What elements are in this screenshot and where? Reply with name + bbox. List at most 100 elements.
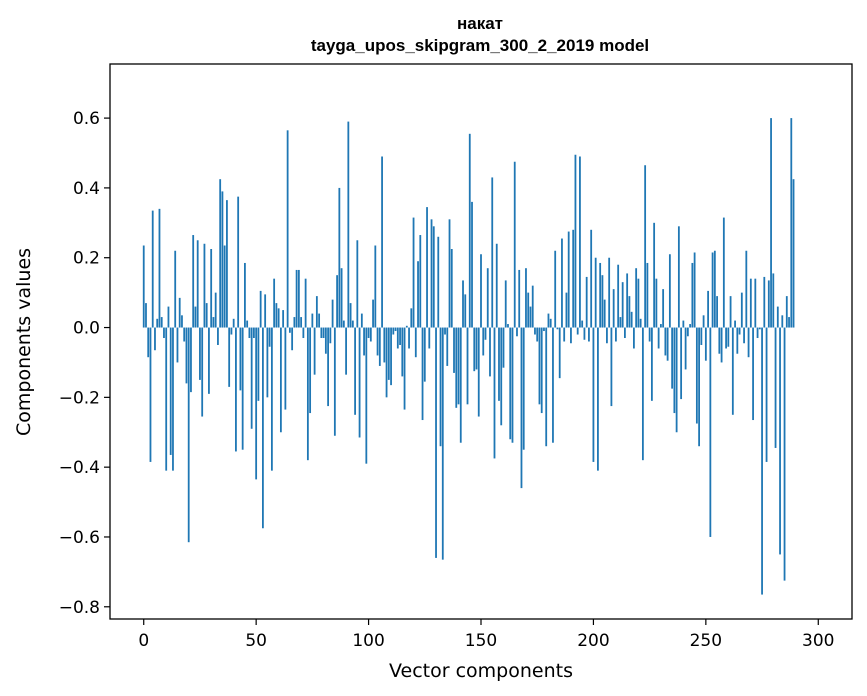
bar-257: [720, 327, 723, 363]
bar-265: [738, 327, 741, 335]
bar-155: [491, 177, 494, 328]
bar-31: [212, 317, 215, 328]
bar-99: [365, 327, 368, 464]
x-tick-label: 250: [690, 631, 722, 651]
bar-24: [196, 240, 199, 328]
bar-57: [270, 327, 273, 471]
x-tick-label: 100: [352, 631, 384, 651]
bar-17: [181, 315, 183, 328]
bar-111: [392, 327, 395, 335]
bar-95: [356, 240, 359, 328]
bar-50: [255, 327, 258, 480]
plot-frame: [109, 63, 853, 620]
x-tick-label: 0: [138, 631, 149, 651]
bar-16: [178, 297, 181, 328]
bar-270: [749, 278, 752, 328]
bar-269: [747, 327, 750, 358]
bar-87: [338, 187, 341, 328]
bar-232: [664, 327, 667, 356]
bar-271: [752, 327, 754, 421]
y-axis-label: Components values: [13, 248, 35, 436]
bar-195: [581, 320, 584, 328]
bar-211: [617, 264, 620, 328]
bar-58: [273, 278, 276, 328]
bar-121: [414, 327, 417, 358]
bar-226: [650, 327, 653, 401]
bar-22: [192, 235, 195, 328]
bar-185: [558, 327, 561, 379]
bar-248: [700, 327, 703, 345]
bar-280: [772, 273, 775, 328]
y-tick-label: −0.6: [59, 528, 100, 548]
bar-27: [203, 243, 206, 328]
bar-287: [788, 317, 790, 328]
bar-2: [147, 327, 150, 358]
bar-0: [142, 245, 145, 328]
bar-124: [421, 327, 424, 421]
bar-262: [731, 327, 734, 415]
bar-153: [486, 268, 489, 328]
bar-285: [783, 327, 786, 581]
bar-20: [187, 327, 190, 543]
bar-101: [369, 327, 372, 342]
bar-59: [275, 303, 278, 328]
bar-233: [666, 327, 669, 361]
bar-131: [437, 236, 440, 328]
bar-series: [142, 118, 795, 595]
bar-81: [324, 327, 327, 354]
bar-43: [239, 327, 242, 391]
bar-132: [439, 327, 442, 447]
bar-178: [543, 327, 545, 332]
bar-90: [345, 327, 347, 375]
bar-65: [288, 327, 291, 333]
y-tick-label: −0.8: [59, 598, 100, 618]
bar-33: [217, 327, 219, 345]
bar-174: [534, 327, 536, 335]
bar-66: [291, 327, 294, 351]
bar-273: [756, 327, 759, 339]
bar-35: [221, 191, 224, 328]
bar-79: [320, 327, 323, 339]
bar-74: [309, 327, 312, 414]
bar-19: [185, 327, 188, 384]
bar-128: [430, 219, 433, 328]
bar-207: [608, 257, 611, 328]
bar-283: [779, 327, 781, 555]
bar-63: [284, 327, 287, 410]
bar-3: [149, 327, 152, 462]
bar-217: [630, 311, 633, 328]
bar-7: [158, 208, 161, 328]
y-tick-label: 0.2: [73, 249, 100, 269]
bar-200: [592, 327, 595, 462]
bar-266: [740, 292, 743, 328]
bar-46: [246, 320, 249, 328]
bar-171: [527, 292, 530, 328]
bar-36: [223, 245, 226, 328]
bar-138: [453, 327, 455, 373]
bar-108: [385, 327, 388, 398]
bar-148: [475, 327, 478, 370]
bar-91: [347, 121, 350, 328]
bar-38: [228, 327, 231, 387]
bar-122: [417, 261, 419, 328]
y-axis-ticks: −0.8 −0.6 −0.4 −0.2 0.0 0.2 0.4 0.6: [59, 109, 110, 618]
bar-244: [691, 262, 694, 328]
bar-168: [520, 327, 523, 489]
bar-134: [444, 327, 446, 335]
bar-194: [579, 156, 581, 328]
bar-175: [536, 327, 539, 342]
bar-103: [374, 245, 377, 328]
bar-142: [462, 280, 464, 328]
x-tick-label: 300: [802, 631, 834, 651]
bar-141: [459, 327, 462, 443]
bar-210: [615, 327, 617, 342]
bar-48: [250, 327, 253, 429]
bar-173: [531, 285, 534, 328]
x-axis-label: Vector components: [389, 660, 573, 682]
bar-44: [241, 327, 244, 450]
bar-149: [477, 327, 480, 417]
bar-8: [160, 317, 163, 328]
bar-113: [396, 327, 399, 349]
bar-102: [372, 299, 374, 328]
bar-52: [259, 290, 262, 328]
